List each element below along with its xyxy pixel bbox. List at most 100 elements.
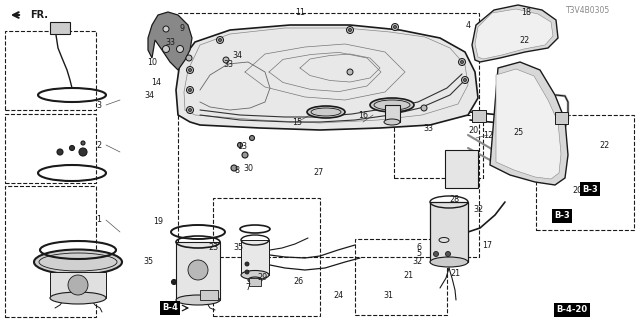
Text: B-3: B-3 [554, 212, 570, 220]
Circle shape [223, 57, 229, 63]
Ellipse shape [430, 257, 468, 267]
Text: 5: 5 [417, 250, 422, 259]
Text: 35: 35 [143, 258, 153, 267]
Circle shape [349, 28, 351, 31]
Text: B-3: B-3 [582, 185, 598, 194]
Bar [50, 272, 106, 298]
Text: 8: 8 [234, 165, 239, 174]
Text: 20: 20 [572, 186, 582, 195]
Text: 12: 12 [483, 131, 493, 140]
Text: 18: 18 [521, 7, 531, 17]
Text: 22: 22 [600, 140, 610, 149]
Text: 28: 28 [449, 196, 459, 204]
Circle shape [445, 252, 451, 257]
Ellipse shape [176, 295, 220, 305]
Text: 32: 32 [473, 205, 483, 214]
Text: 4: 4 [465, 20, 470, 29]
Bar [445, 150, 478, 188]
Circle shape [394, 26, 397, 28]
Text: 21: 21 [450, 269, 460, 278]
Circle shape [231, 165, 237, 171]
Text: 31: 31 [383, 292, 393, 300]
Polygon shape [496, 69, 561, 179]
Circle shape [163, 45, 170, 52]
Text: 30: 30 [243, 164, 253, 172]
Text: T3V4B0305: T3V4B0305 [566, 5, 610, 14]
Bar [50, 22, 70, 34]
Circle shape [172, 279, 177, 284]
Ellipse shape [241, 270, 269, 279]
Bar [241, 240, 269, 275]
Text: FR.: FR. [30, 10, 48, 20]
Text: 1: 1 [97, 215, 102, 225]
Text: 6: 6 [417, 243, 422, 252]
Circle shape [68, 275, 88, 295]
Circle shape [242, 152, 248, 158]
Circle shape [57, 149, 63, 155]
Text: 25: 25 [514, 127, 524, 137]
Text: 33: 33 [165, 37, 175, 46]
Ellipse shape [307, 106, 345, 118]
Text: 2: 2 [97, 140, 102, 149]
Circle shape [458, 59, 465, 66]
Bar [213, 198, 320, 316]
Bar [430, 202, 468, 262]
Circle shape [189, 108, 191, 111]
Text: 34: 34 [144, 91, 154, 100]
Circle shape [186, 67, 193, 74]
Bar [178, 13, 479, 257]
Text: 33: 33 [423, 124, 433, 132]
Circle shape [189, 68, 191, 71]
Circle shape [186, 107, 193, 114]
Circle shape [245, 262, 249, 266]
Bar [555, 112, 568, 124]
Text: 32: 32 [412, 258, 422, 267]
Circle shape [347, 69, 353, 75]
Text: 34: 34 [232, 51, 242, 60]
Bar [249, 278, 261, 286]
Bar [200, 290, 218, 300]
Text: 9: 9 [179, 23, 184, 33]
Text: 27: 27 [313, 167, 323, 177]
Circle shape [186, 55, 192, 61]
Ellipse shape [50, 292, 106, 304]
Circle shape [421, 105, 427, 111]
Text: 29: 29 [257, 274, 267, 283]
Circle shape [218, 38, 221, 42]
Circle shape [188, 260, 208, 280]
Text: 35: 35 [233, 244, 243, 252]
Text: 10: 10 [147, 58, 157, 67]
Circle shape [81, 141, 85, 145]
Bar [385, 105, 400, 122]
Circle shape [245, 270, 249, 274]
Text: 15: 15 [292, 117, 302, 126]
Text: 11: 11 [295, 7, 305, 17]
Text: 21: 21 [403, 270, 413, 279]
Circle shape [461, 60, 463, 63]
Text: 24: 24 [333, 291, 343, 300]
Circle shape [216, 36, 223, 44]
Circle shape [237, 142, 243, 148]
Ellipse shape [384, 119, 400, 125]
Bar [394, 115, 483, 178]
Bar [5, 186, 96, 317]
Circle shape [433, 252, 438, 257]
Ellipse shape [370, 98, 414, 112]
Text: B-4: B-4 [162, 303, 178, 313]
Text: 20: 20 [468, 125, 478, 134]
Bar [5, 31, 96, 110]
Bar [355, 239, 447, 315]
Polygon shape [176, 25, 478, 130]
Bar [176, 242, 220, 300]
Text: 14: 14 [151, 77, 161, 86]
Circle shape [461, 76, 468, 84]
Circle shape [163, 26, 169, 32]
Circle shape [186, 86, 193, 93]
Bar [472, 110, 486, 122]
Text: 19: 19 [153, 218, 163, 227]
Circle shape [189, 89, 191, 92]
Text: 3: 3 [97, 100, 102, 109]
Circle shape [392, 23, 399, 30]
Circle shape [177, 45, 184, 52]
Ellipse shape [248, 277, 262, 283]
